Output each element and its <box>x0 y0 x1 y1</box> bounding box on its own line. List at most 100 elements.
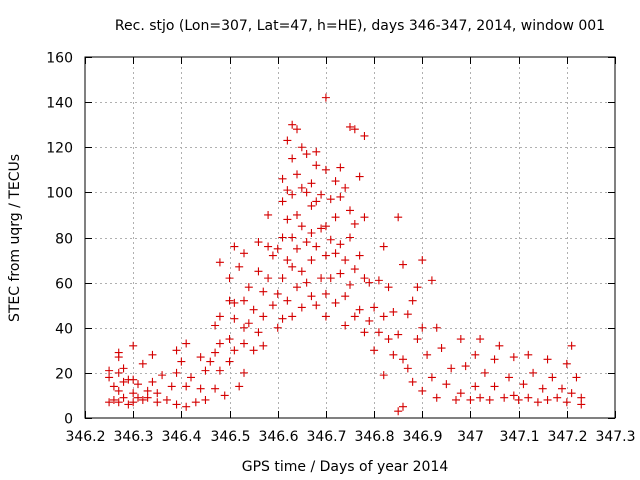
data-point-marker <box>297 303 306 312</box>
data-point-marker <box>418 386 427 395</box>
data-point-marker <box>471 350 480 359</box>
data-point-marker <box>297 267 306 276</box>
data-point-marker <box>240 339 248 348</box>
data-point-marker <box>268 301 277 310</box>
data-point-marker <box>114 386 123 395</box>
data-point-marker <box>505 373 513 382</box>
data-point-marker <box>215 366 224 375</box>
x-tick-label: 346.5 <box>210 429 250 445</box>
data-point-marker <box>105 398 114 407</box>
data-point-marker <box>254 267 263 276</box>
data-point-marker <box>399 260 407 269</box>
data-point-marker <box>577 400 586 409</box>
data-point-marker <box>148 377 157 386</box>
data-point-marker <box>365 316 374 325</box>
data-point-marker <box>259 312 268 321</box>
data-point-marker <box>577 393 586 402</box>
data-point-marker <box>278 314 287 323</box>
data-point-marker <box>307 292 316 301</box>
data-point-marker <box>321 222 330 231</box>
data-point-marker <box>129 375 138 384</box>
data-point-marker <box>384 335 393 344</box>
data-point-marker <box>293 210 301 219</box>
data-point-marker <box>172 346 181 355</box>
data-point-marker <box>524 393 533 402</box>
data-point-marker <box>278 197 287 206</box>
data-point-marker <box>283 215 292 224</box>
data-point-marker <box>114 368 123 377</box>
y-tick-label: 0 <box>64 412 73 428</box>
data-point-marker <box>403 310 412 319</box>
data-point-marker <box>273 289 282 298</box>
data-point-marker <box>408 377 417 386</box>
data-point-marker <box>490 382 499 391</box>
data-point-marker <box>273 244 282 253</box>
data-point-marker <box>427 373 436 382</box>
data-point-marker <box>538 384 547 393</box>
data-point-marker <box>119 364 128 373</box>
data-point-marker <box>418 256 427 265</box>
y-tick-label: 40 <box>55 322 73 338</box>
data-point-marker <box>182 339 191 348</box>
data-point-marker <box>331 177 340 186</box>
data-point-marker <box>148 350 157 359</box>
data-point-marker <box>346 233 354 242</box>
x-tick-label: 347.1 <box>499 429 539 445</box>
data-point-marker <box>143 386 152 395</box>
data-point-marker <box>230 314 239 323</box>
data-point-marker <box>215 339 224 348</box>
data-point-marker <box>124 400 133 409</box>
data-point-marker <box>336 163 345 172</box>
x-axis-label: GPS time / Days of year 2014 <box>242 459 449 475</box>
data-point-marker <box>456 389 465 398</box>
data-point-marker <box>321 165 330 174</box>
data-point-marker <box>558 384 566 393</box>
y-tick-label: 100 <box>46 186 73 202</box>
x-tick-label: 346.3 <box>113 429 153 445</box>
data-point-marker <box>355 251 364 260</box>
data-point-marker <box>307 256 316 265</box>
data-point-marker <box>119 393 128 402</box>
data-point-marker <box>389 307 398 316</box>
data-point-marker <box>297 222 306 231</box>
y-tick-label: 120 <box>46 141 73 157</box>
data-point-marker <box>196 353 205 362</box>
data-point-marker <box>283 136 292 145</box>
chart-title: Rec. stjo (Lon=307, Lat=47, h=HE), days … <box>115 18 605 34</box>
data-point-marker <box>432 393 441 402</box>
data-point-marker <box>138 395 147 404</box>
data-point-marker <box>293 170 301 179</box>
data-point-marker <box>379 242 388 251</box>
data-point-marker <box>307 201 316 210</box>
data-point-marker <box>235 262 244 271</box>
data-point-marker <box>215 258 224 267</box>
y-tick-labels: 0 20 40 60 80 100 120 140 160 <box>46 51 73 428</box>
x-tick-label: 347 <box>457 429 484 445</box>
data-point-marker <box>312 161 321 170</box>
data-point-marker <box>321 289 330 298</box>
data-point-marker <box>350 312 359 321</box>
data-point-marker <box>374 328 383 337</box>
y-tick-label: 80 <box>55 232 73 248</box>
data-point-marker <box>374 276 383 285</box>
data-point-marker <box>500 393 509 402</box>
data-point-marker <box>355 305 364 314</box>
data-point-marker <box>331 249 340 258</box>
data-point-marker <box>317 224 326 233</box>
data-point-marker <box>379 371 388 380</box>
x-tick-label: 347.3 <box>595 429 635 445</box>
data-point-marker <box>105 366 114 375</box>
data-point-marker <box>346 206 354 215</box>
data-point-marker <box>466 395 475 404</box>
x-tick-label: 347.2 <box>547 429 587 445</box>
data-point-marker <box>379 312 388 321</box>
data-point-marker <box>529 368 538 377</box>
data-point-marker <box>365 278 374 287</box>
data-point-marker <box>230 242 239 251</box>
grid-lines <box>85 57 615 418</box>
data-point-marker <box>514 395 523 404</box>
data-point-marker <box>495 341 504 350</box>
data-point-marker <box>268 251 277 260</box>
data-point-marker <box>114 398 123 407</box>
data-point-marker <box>264 242 273 251</box>
